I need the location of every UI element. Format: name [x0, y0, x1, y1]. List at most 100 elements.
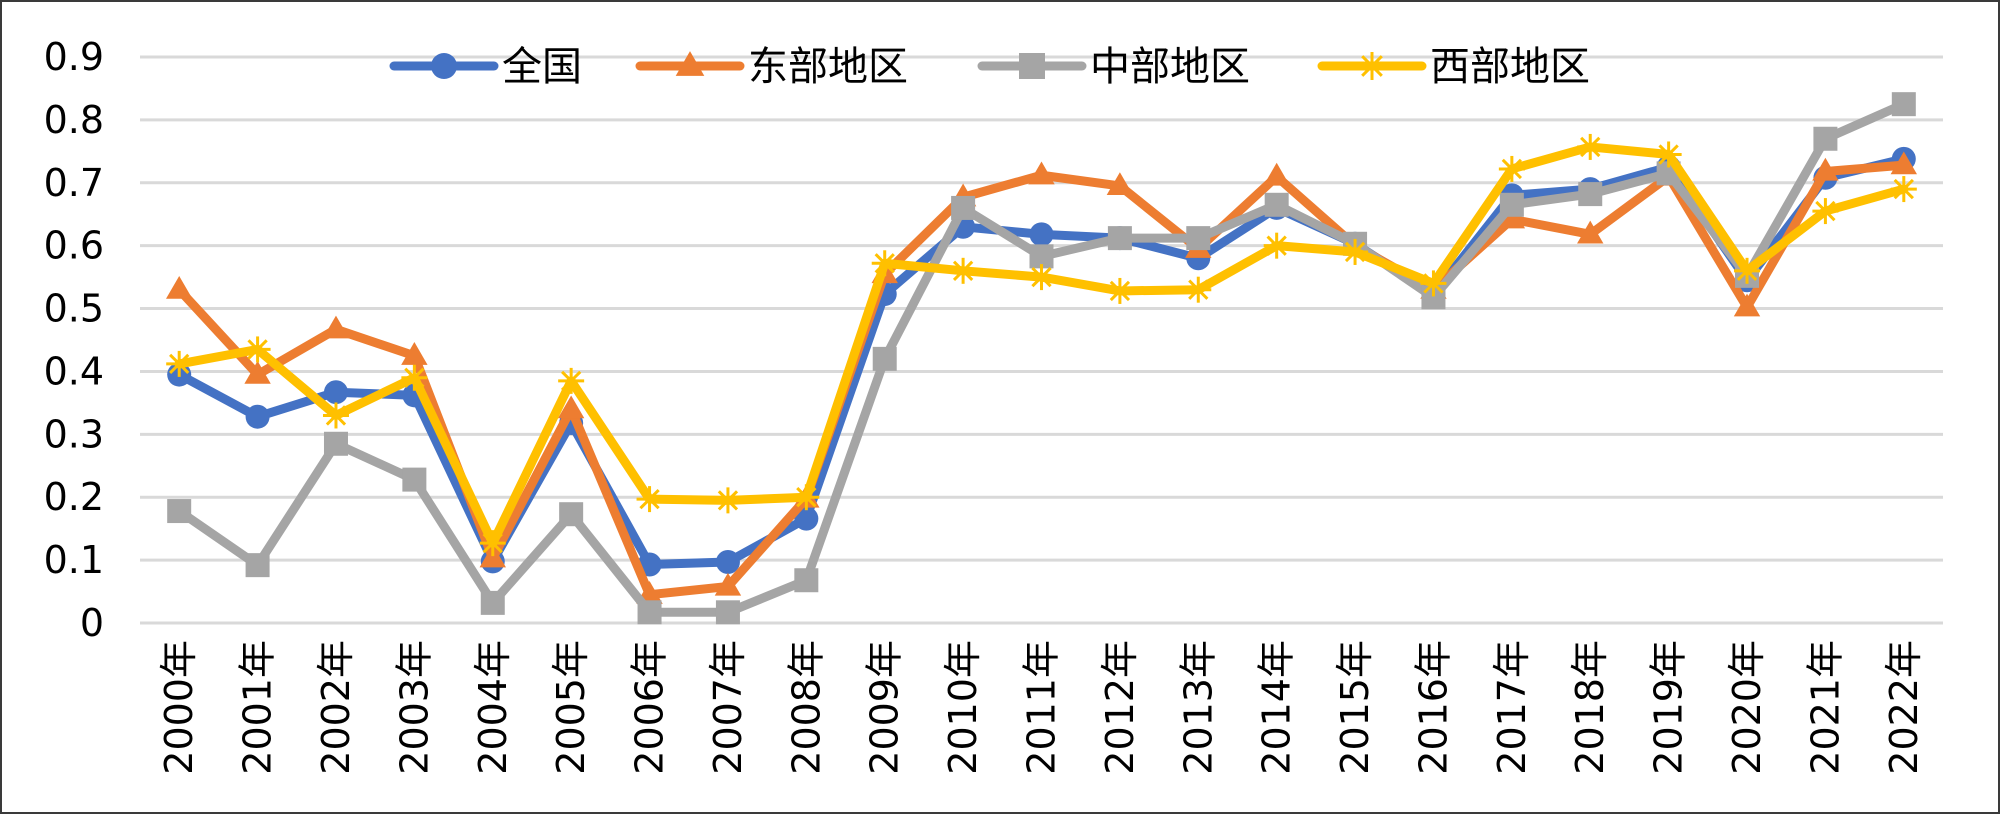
data-point — [245, 553, 270, 578]
x-tick-label: 2016年 — [1411, 640, 1455, 775]
x-tick-label: 2007年 — [706, 640, 750, 775]
x-tick-label: 2019年 — [1647, 640, 1691, 775]
x-tick-label: 2020年 — [1725, 640, 1769, 775]
data-point — [1263, 162, 1290, 186]
x-tick-label: 2013年 — [1176, 640, 1220, 775]
y-tick-label: 0.1 — [44, 538, 104, 582]
y-tick-label: 0 — [80, 601, 104, 645]
data-point — [1812, 198, 1839, 225]
data-point — [1263, 232, 1290, 259]
data-point — [1498, 155, 1525, 182]
x-axis: 2000年 2001年 2002年 2003年 2004年 2005年 2006年 2007年… — [157, 640, 1926, 775]
data-point — [950, 257, 977, 284]
data-point — [245, 404, 270, 429]
data-point — [1577, 220, 1604, 244]
data-point — [244, 360, 271, 384]
data-point — [1019, 53, 1045, 79]
gridlines — [140, 55, 1943, 625]
legend-item: 全国 — [389, 44, 582, 90]
legend-label: 中部地区 — [1090, 44, 1250, 90]
data-point — [165, 276, 193, 299]
data-point — [401, 342, 428, 365]
data-point — [244, 336, 271, 363]
legend-item: 西部地区 — [1317, 44, 1590, 90]
x-tick-label: 2014年 — [1255, 640, 1299, 775]
data-point — [794, 568, 819, 593]
x-tick-label: 2002年 — [314, 640, 358, 775]
series-0 — [167, 146, 1916, 577]
x-tick-label: 2021年 — [1803, 640, 1847, 775]
data-point — [1028, 161, 1055, 185]
data-point — [1813, 126, 1838, 151]
data-point — [675, 51, 705, 76]
data-point — [1106, 172, 1134, 196]
data-point — [323, 431, 348, 456]
data-point — [1891, 92, 1916, 117]
data-point — [714, 487, 741, 514]
data-point — [166, 350, 193, 377]
x-tick-label: 2022年 — [1882, 640, 1926, 775]
data-point — [1420, 270, 1447, 297]
y-axis: 0 0.1 0.2 0.3 0.4 0.5 0.6 0.7 0.8 0.9 — [44, 35, 104, 645]
x-tick-label: 2001年 — [236, 640, 280, 775]
legend-item: 东部地区 — [635, 44, 908, 90]
data-point — [1890, 151, 1918, 175]
data-point — [1358, 52, 1386, 80]
x-tick-label: 2008年 — [784, 640, 828, 775]
y-tick-label: 0.4 — [44, 349, 104, 393]
data-point — [479, 530, 506, 557]
data-point — [1028, 264, 1055, 291]
data-point — [401, 364, 428, 391]
data-point — [872, 346, 897, 371]
y-tick-label: 0.6 — [44, 224, 104, 268]
y-tick-label: 0.9 — [44, 35, 104, 79]
y-tick-label: 0.3 — [44, 412, 104, 456]
y-tick-label: 0.5 — [44, 287, 104, 331]
x-tick-label: 2000年 — [157, 640, 201, 775]
data-point — [1498, 205, 1526, 229]
series-layer — [165, 92, 1918, 625]
x-tick-label: 2005年 — [549, 640, 593, 775]
x-tick-label: 2012年 — [1098, 640, 1142, 775]
data-point — [1734, 257, 1761, 284]
data-point — [715, 600, 740, 625]
data-point — [1578, 182, 1603, 207]
y-tick-label: 0.7 — [44, 161, 104, 205]
data-point — [431, 53, 457, 79]
y-tick-label: 0.8 — [44, 98, 104, 142]
data-point — [1264, 192, 1289, 217]
data-point — [1812, 157, 1839, 181]
x-tick-label: 2018年 — [1568, 640, 1612, 775]
data-point — [1029, 222, 1054, 247]
data-point — [167, 499, 192, 524]
x-tick-label: 2010年 — [941, 640, 985, 775]
data-point — [1185, 276, 1212, 303]
data-point — [1655, 141, 1682, 168]
data-point — [557, 395, 585, 419]
data-point — [558, 367, 585, 394]
data-point — [1186, 226, 1211, 251]
data-point — [1733, 293, 1761, 317]
x-tick-label: 2011年 — [1020, 640, 1064, 775]
y-tick-label: 0.2 — [44, 475, 104, 519]
data-point — [714, 572, 742, 596]
series-1 — [165, 151, 1918, 604]
data-point — [480, 590, 505, 615]
data-point — [871, 250, 898, 277]
data-point — [1499, 192, 1524, 217]
data-point — [794, 506, 819, 531]
data-point — [323, 380, 348, 405]
data-point — [1107, 226, 1132, 251]
x-tick-label: 2003年 — [392, 640, 436, 775]
series-3 — [166, 133, 1917, 557]
legend-item: 中部地区 — [977, 44, 1250, 90]
legend-label: 全国 — [502, 44, 582, 90]
data-point — [559, 502, 584, 527]
data-point — [951, 195, 976, 220]
data-point — [715, 549, 740, 574]
data-point — [402, 467, 427, 492]
x-tick-label: 2004年 — [471, 640, 515, 775]
series-line — [174, 142, 1909, 548]
legend-label: 西部地区 — [1430, 44, 1590, 90]
